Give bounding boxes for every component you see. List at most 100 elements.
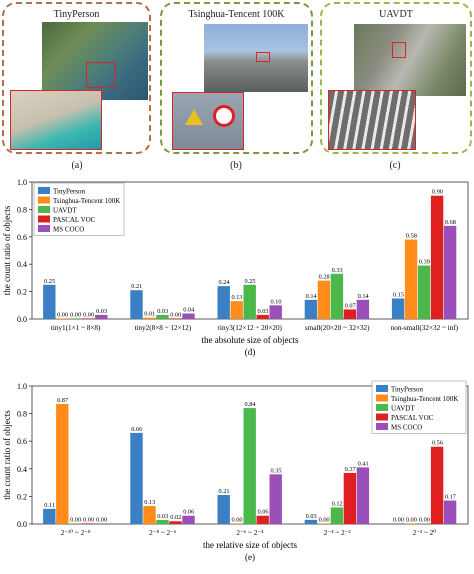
data-label: 0.13 [144,499,155,506]
panel-label-a: (a) [71,160,83,171]
legend-label: UAVDT [391,405,415,413]
data-label: 0.03 [157,513,168,520]
bar-0-0 [43,284,56,319]
bar-4-0 [391,298,405,319]
data-label: 0.00 [57,311,68,318]
data-label: 0.21 [131,283,142,290]
warning-sign-icon [185,109,203,125]
bar-0-3 [82,318,95,319]
bar-4-1 [404,239,418,319]
zoom-region [86,62,116,88]
data-label: 0.03 [157,308,168,315]
y-axis-label: the count ratio of objects [2,410,12,500]
bar-4-1 [404,523,418,524]
bar-0-1 [56,403,69,524]
data-label: 0.11 [44,502,55,509]
x-tick-label: tiny2(8×8 ~ 12×12) [134,324,191,332]
bar-0-2 [69,318,82,319]
legend-label: PASCAL VOC [391,414,434,422]
panel-uavdt: UAVDT [320,2,472,154]
data-label: 0.17 [445,494,456,501]
y-tick-label: 0.0 [17,520,27,529]
data-label: 0.66 [131,426,142,433]
data-label: 0.06 [257,509,268,516]
data-label: 0.06 [183,509,194,516]
chart-panel-label: (d) [245,347,256,357]
aerial-highway-photo [354,24,466,96]
y-tick-label: 0.2 [17,492,27,501]
zoom-region [392,42,406,58]
y-tick-label: 1.0 [17,382,27,391]
legend-swatch [38,187,50,194]
data-label: 0.24 [218,279,230,286]
legend-label: MS COCO [53,226,84,234]
bar-0-3 [82,523,95,524]
data-label: 0.33 [332,267,343,274]
data-label: 0.14 [306,293,318,300]
panel-tsinghua: Tsinghua-Tencent 100K [160,2,313,154]
x-tick-label: 2⁻⁴ ~ 2⁻² [324,529,351,537]
chart-panel-label: (e) [245,552,255,562]
data-label: 0.04 [183,307,195,314]
x-axis-label: the absolute size of objects [202,335,299,345]
data-label: 0.00 [393,516,404,523]
data-label: 0.00 [96,516,107,523]
bar-3-0 [304,519,318,524]
legend-swatch [38,215,50,223]
data-label: 0.90 [432,189,443,196]
data-label: 0.00 [170,311,181,318]
bar-1-1 [143,317,156,319]
y-tick-label: 0.2 [17,288,27,297]
data-label: 0.25 [44,278,55,285]
data-label: 0.41 [358,460,369,467]
panel-title: TinyPerson [53,9,100,20]
bar-3-2 [330,273,344,319]
x-tick-label: tiny1(1×1 ~ 8×8) [51,324,101,332]
bar-3-1 [317,280,331,319]
zoom-region [256,52,270,62]
y-tick-label: 0.8 [17,205,27,214]
data-label: 0.00 [406,516,417,523]
y-tick-label: 0.6 [17,233,27,242]
zoomed-cars-photo [328,90,416,150]
data-label: 0.00 [319,516,330,523]
bar-1-1 [143,506,156,524]
zoomed-beach-photo [10,90,102,150]
aerial-beach-photo [42,22,148,100]
x-tick-label: 2⁻² ~ 2⁰ [413,529,437,537]
bar-1-4 [182,313,195,319]
legend-swatch [38,206,50,213]
bar-3-2 [330,507,344,524]
y-tick-label: 0.0 [17,315,27,324]
data-label: 0.10 [270,298,281,305]
x-tick-label: non-small(32×32 ~ inf) [391,324,459,332]
y-axis-label: the count ratio of objects [2,205,12,295]
bar-2-0 [217,495,230,524]
bar-2-3 [256,515,269,524]
bar-1-3 [169,521,182,524]
bar-0-4 [95,523,108,524]
bar-4-2 [417,523,431,524]
bar-2-1 [230,523,243,524]
bar-4-4 [443,500,457,524]
x-tick-label: 2⁻¹⁰ ~ 2⁻⁸ [61,529,91,537]
data-label: 0.28 [319,274,330,281]
bar-2-1 [230,301,243,319]
bar-3-3 [343,309,357,319]
bar-3-4 [356,467,370,524]
legend-label: Tsinghua-Tencent 100K [391,395,458,403]
data-label: 0.01 [144,311,155,318]
bar-3-1 [317,523,331,524]
data-label: 0.07 [345,302,356,309]
data-label: 0.02 [170,514,181,521]
bar-1-4 [182,515,195,524]
legend-label: UAVDT [53,207,77,215]
data-label: 0.21 [218,488,229,495]
data-label: 0.25 [244,278,255,285]
legend-swatch [376,385,388,392]
legend-swatch [376,423,388,430]
data-label: 0.00 [70,516,81,523]
legend-swatch [38,196,50,204]
bar-3-3 [343,472,357,524]
legend-swatch [376,394,388,402]
